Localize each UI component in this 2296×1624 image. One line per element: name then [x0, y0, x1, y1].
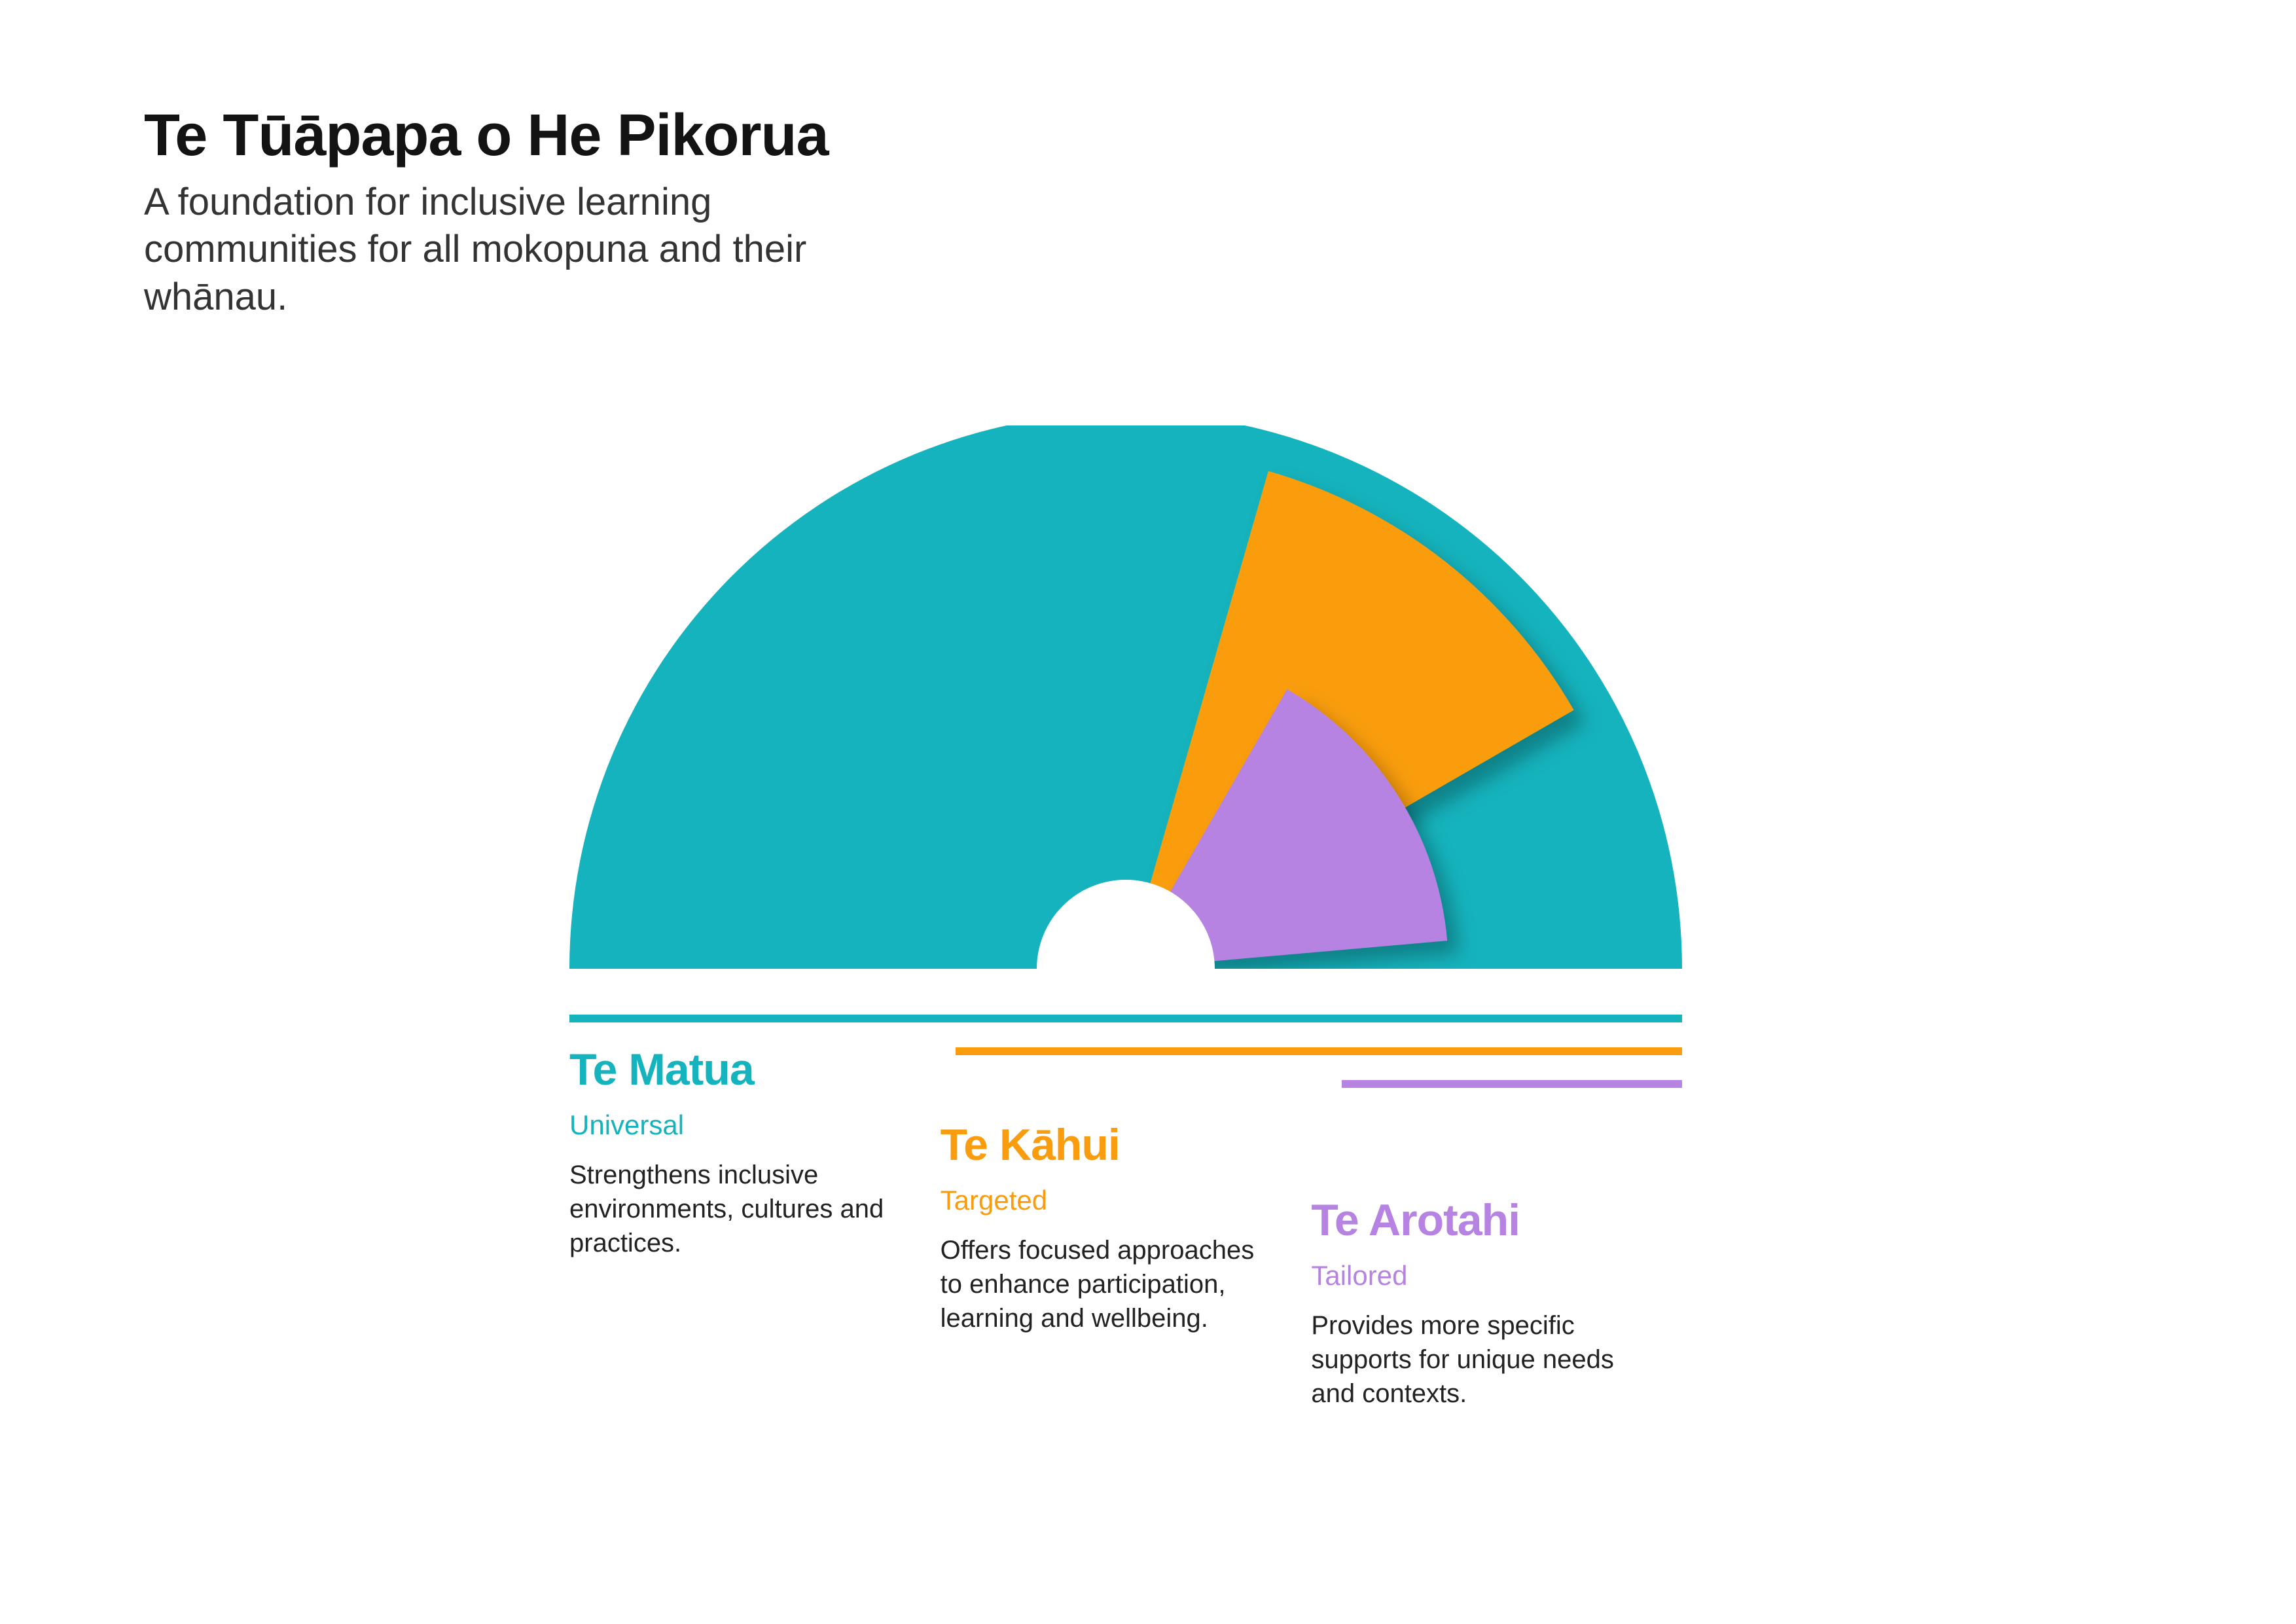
tier-body: Offers focused approaches to enhance par…	[941, 1233, 1266, 1335]
tier-title: Te Matua	[569, 1044, 895, 1095]
tier-title: Te Arotahi	[1311, 1195, 1636, 1246]
rule-te-matua	[569, 1015, 1682, 1022]
page: Te Tūāpapa o He Pikorua A foundation for…	[0, 0, 2296, 1624]
tier-title: Te Kāhui	[941, 1119, 1266, 1170]
tier-te-arotahi: Te Arotahi Tailored Provides more specif…	[1311, 1195, 1662, 1411]
tier-te-kahui: Te Kāhui Targeted Offers focused approac…	[941, 1119, 1292, 1411]
tier-body: Provides more specific supports for uniq…	[1311, 1308, 1636, 1411]
chart-layers	[569, 425, 1682, 969]
page-subtitle: A foundation for inclusive learning comm…	[144, 179, 929, 321]
tier-columns: Te Matua Universal Strengthens inclusive…	[569, 1044, 1682, 1411]
semi-pie-chart	[569, 425, 1682, 982]
page-title: Te Tūāpapa o He Pikorua	[144, 105, 929, 167]
tier-subtitle: Universal	[569, 1110, 895, 1141]
header: Te Tūāpapa o He Pikorua A foundation for…	[144, 105, 929, 321]
tier-subtitle: Tailored	[1311, 1260, 1636, 1291]
tier-subtitle: Targeted	[941, 1185, 1266, 1216]
tier-body: Strengthens inclusive environments, cult…	[569, 1158, 895, 1260]
tier-te-matua: Te Matua Universal Strengthens inclusive…	[569, 1044, 921, 1411]
chart-svg	[569, 425, 1682, 982]
